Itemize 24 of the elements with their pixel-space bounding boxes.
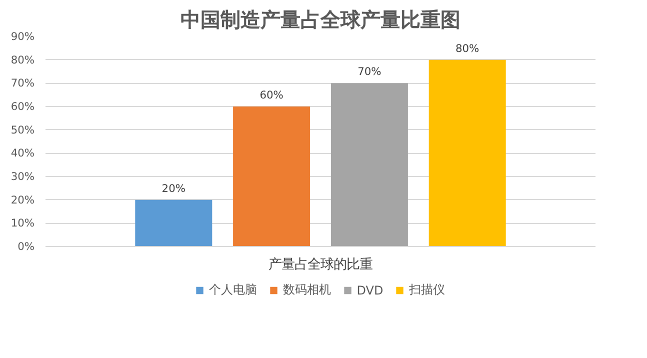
y-tick-label: 50% (10, 123, 34, 136)
bar (135, 200, 212, 246)
bar (233, 106, 310, 246)
data-label: 20% (162, 182, 186, 195)
y-tick-label: 60% (10, 100, 34, 113)
data-label: 60% (260, 88, 284, 102)
y-tick-label: 80% (10, 53, 34, 66)
y-tick-label: 30% (10, 170, 34, 183)
y-tick-label: 0% (18, 240, 34, 253)
legend-label: DVD (356, 283, 384, 297)
x-tick-label: 产量占全球的比重 (268, 258, 372, 272)
y-tick-label: 90% (10, 30, 34, 43)
y-tick-label: 20% (10, 193, 34, 206)
legend-label: 数码相机 (282, 282, 331, 298)
chart-title: 中国制造产量占全球产量比重图 (180, 8, 460, 32)
y-tick-label: 70% (10, 76, 34, 90)
y-tick-label: 10% (10, 216, 34, 230)
data-label: 80% (456, 42, 480, 55)
bar (428, 60, 506, 246)
data-label: 70% (358, 65, 382, 78)
legend-label: 个人电脑 (208, 282, 257, 298)
y-tick-label: 40% (10, 146, 34, 160)
bar (330, 83, 408, 246)
legend-label: 扫描仪 (409, 282, 446, 298)
